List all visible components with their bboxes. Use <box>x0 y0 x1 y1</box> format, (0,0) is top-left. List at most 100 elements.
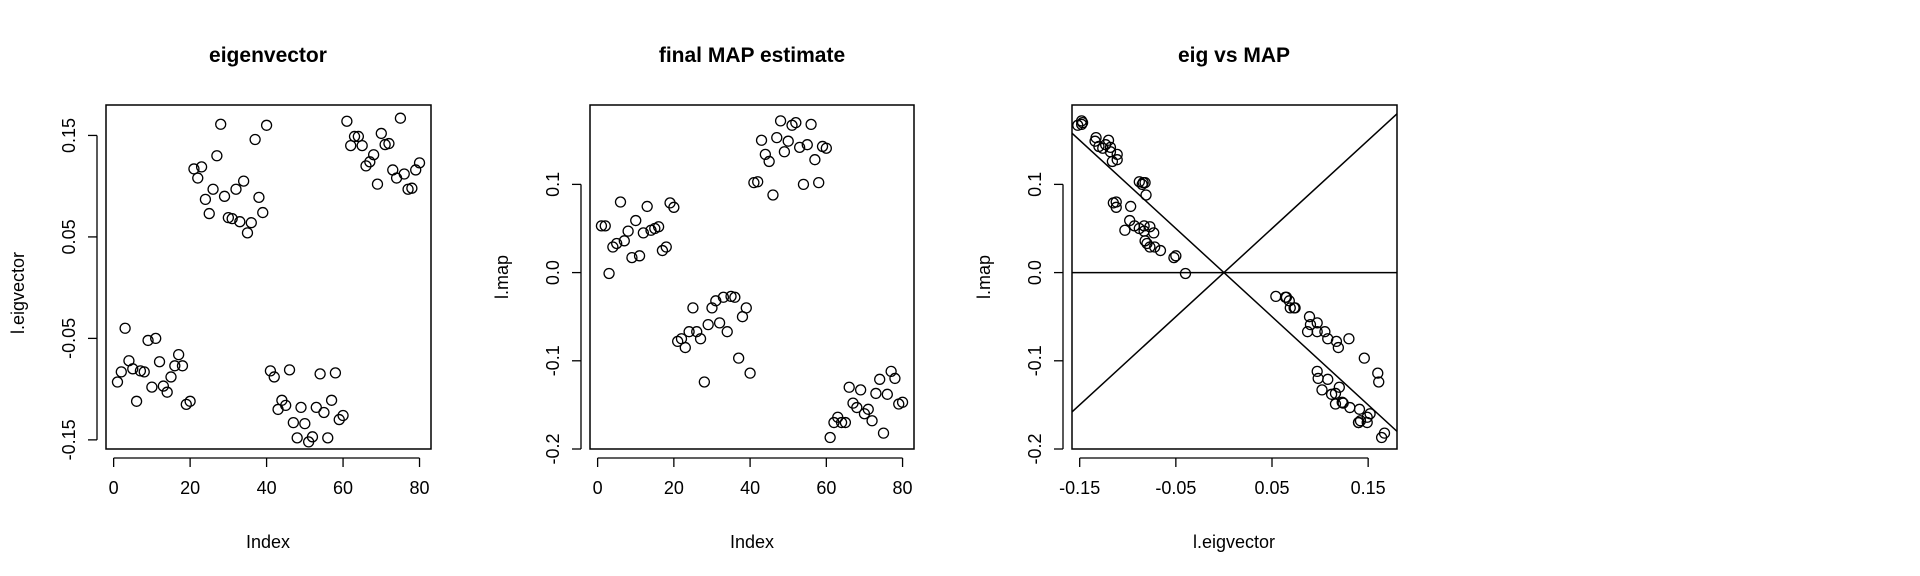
y-tick-label: -0.2 <box>543 433 563 464</box>
data-point <box>1168 251 1180 264</box>
data-point <box>614 196 627 208</box>
data-point <box>652 221 665 233</box>
data-point <box>1137 176 1149 189</box>
data-point <box>1154 244 1167 257</box>
x-tick-label: 60 <box>333 478 353 498</box>
data-point <box>767 189 779 201</box>
data-point <box>1125 200 1137 213</box>
data-point <box>1170 250 1182 262</box>
data-point <box>283 364 296 376</box>
data-point <box>744 367 756 379</box>
x-axis-label: l.eigvector <box>1193 532 1275 552</box>
y-tick-label: -0.1 <box>543 345 563 376</box>
x-tick-label: 20 <box>180 478 200 498</box>
data-point <box>161 386 173 398</box>
data-point <box>119 322 131 334</box>
data-point <box>1144 241 1156 253</box>
data-point <box>702 318 714 331</box>
data-point <box>763 155 775 168</box>
data-point <box>127 363 139 375</box>
data-point <box>862 403 874 415</box>
data-point <box>717 291 730 303</box>
data-point <box>169 360 181 372</box>
data-point <box>291 432 303 444</box>
data-point <box>633 250 646 262</box>
data-point <box>778 146 791 158</box>
data-point <box>1100 139 1112 151</box>
y-tick-label: 0.0 <box>543 260 563 285</box>
data-point <box>759 148 771 161</box>
data-point <box>348 130 361 143</box>
x-tick-label: 0.05 <box>1254 478 1289 498</box>
data-point <box>322 432 334 444</box>
data-point <box>1304 318 1317 331</box>
data-point <box>199 193 212 206</box>
data-point <box>626 251 638 264</box>
data-point <box>333 413 345 426</box>
data-point <box>1311 365 1323 378</box>
data-point <box>1270 290 1282 303</box>
data-point <box>234 216 246 228</box>
data-point <box>782 135 794 147</box>
y-tick-label: -0.15 <box>59 419 79 460</box>
data-point <box>371 178 384 190</box>
data-point <box>1353 403 1366 415</box>
data-point <box>1075 118 1088 131</box>
data-point <box>406 182 418 194</box>
data-point <box>249 133 261 146</box>
data-point <box>618 235 630 247</box>
reference-line-1 <box>1072 113 1397 413</box>
data-point <box>138 366 150 378</box>
chart-title: final MAP estimate <box>659 44 845 67</box>
data-point <box>341 115 353 127</box>
data-point <box>854 384 867 396</box>
data-point <box>398 168 410 180</box>
data-point <box>306 431 319 443</box>
panel-eigenvector: eigenvector Index l.eigvector 0 20 40 60 80 -… <box>8 44 432 552</box>
data-point <box>1361 411 1373 423</box>
data-point <box>1322 333 1334 345</box>
data-point <box>1283 295 1295 307</box>
data-point <box>1311 317 1323 329</box>
data-point <box>360 160 372 172</box>
data-point <box>1322 373 1334 385</box>
data-point <box>1343 333 1355 345</box>
data-point <box>153 356 166 368</box>
data-point <box>813 176 825 189</box>
data-point <box>257 206 269 219</box>
data-point <box>896 396 909 408</box>
data-point <box>226 213 238 225</box>
data-point <box>694 333 707 345</box>
data-point <box>1311 326 1323 338</box>
data-point <box>150 332 162 345</box>
plot-frame <box>589 104 915 450</box>
data-point <box>630 214 642 227</box>
data-point <box>394 112 407 124</box>
y-tick-label: -0.1 <box>1025 345 1045 376</box>
data-point <box>870 387 882 400</box>
data-point <box>687 302 699 314</box>
data-point <box>1372 367 1384 379</box>
data-point <box>310 401 322 414</box>
data-point <box>851 401 863 414</box>
data-point <box>740 302 752 314</box>
x-axis-label: Index <box>246 532 290 552</box>
chart-title: eig vs MAP <box>1178 44 1290 67</box>
data-point <box>1179 267 1192 280</box>
data-point <box>1119 224 1131 236</box>
y-tick-label: 0.1 <box>543 172 563 197</box>
data-point <box>1336 396 1348 408</box>
x-tick-label: 80 <box>410 478 430 498</box>
data-point <box>1332 341 1344 354</box>
data-point <box>195 161 208 173</box>
data-point <box>1325 388 1338 400</box>
data-point <box>1144 221 1156 233</box>
x-tick-label: 0 <box>109 478 119 498</box>
data-point <box>691 326 703 338</box>
data-point <box>607 241 619 253</box>
x-tick-label: -0.15 <box>1059 478 1100 498</box>
data-point <box>207 183 219 195</box>
x-tick-label: 60 <box>816 478 836 498</box>
data-point <box>237 175 250 187</box>
